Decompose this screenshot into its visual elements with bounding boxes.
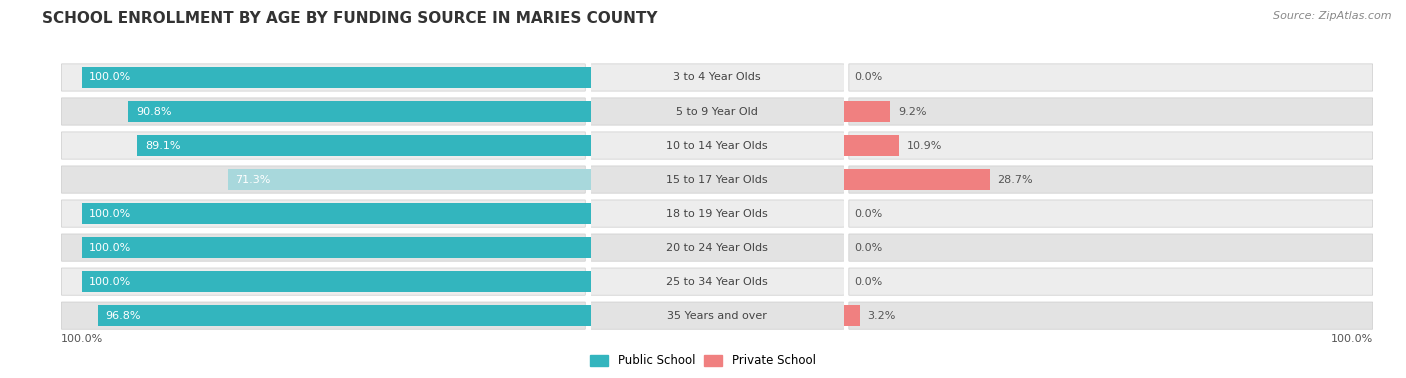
Text: 25 to 34 Year Olds: 25 to 34 Year Olds bbox=[666, 277, 768, 287]
Text: 15 to 17 Year Olds: 15 to 17 Year Olds bbox=[666, 175, 768, 184]
FancyBboxPatch shape bbox=[62, 98, 585, 125]
FancyBboxPatch shape bbox=[62, 166, 585, 193]
Text: 90.8%: 90.8% bbox=[136, 107, 172, 116]
Text: 35 Years and over: 35 Years and over bbox=[666, 311, 768, 321]
Text: 100.0%: 100.0% bbox=[60, 335, 103, 344]
FancyBboxPatch shape bbox=[62, 302, 585, 329]
Bar bbox=[82, 237, 591, 258]
Bar bbox=[844, 135, 898, 156]
Text: 18 to 19 Year Olds: 18 to 19 Year Olds bbox=[666, 209, 768, 218]
FancyBboxPatch shape bbox=[849, 132, 1372, 159]
Bar bbox=[82, 271, 591, 292]
Text: 100.0%: 100.0% bbox=[90, 243, 132, 253]
Text: 10 to 14 Year Olds: 10 to 14 Year Olds bbox=[666, 141, 768, 150]
FancyBboxPatch shape bbox=[849, 166, 1372, 193]
Bar bbox=[82, 203, 591, 224]
Bar bbox=[844, 305, 860, 326]
Text: 3 to 4 Year Olds: 3 to 4 Year Olds bbox=[673, 73, 761, 82]
FancyBboxPatch shape bbox=[588, 98, 846, 125]
FancyBboxPatch shape bbox=[62, 234, 585, 261]
Bar bbox=[128, 101, 591, 122]
FancyBboxPatch shape bbox=[849, 302, 1372, 329]
FancyBboxPatch shape bbox=[62, 64, 585, 91]
Text: 100.0%: 100.0% bbox=[90, 277, 132, 287]
Bar bbox=[844, 101, 890, 122]
Text: 71.3%: 71.3% bbox=[235, 175, 271, 184]
FancyBboxPatch shape bbox=[62, 200, 585, 227]
Text: 100.0%: 100.0% bbox=[90, 73, 132, 82]
Text: 89.1%: 89.1% bbox=[145, 141, 180, 150]
FancyBboxPatch shape bbox=[588, 268, 846, 295]
Text: 5 to 9 Year Old: 5 to 9 Year Old bbox=[676, 107, 758, 116]
Bar bbox=[82, 67, 591, 88]
FancyBboxPatch shape bbox=[588, 166, 846, 193]
FancyBboxPatch shape bbox=[849, 200, 1372, 227]
Text: 9.2%: 9.2% bbox=[898, 107, 927, 116]
Text: 0.0%: 0.0% bbox=[853, 73, 882, 82]
FancyBboxPatch shape bbox=[62, 268, 585, 295]
Text: SCHOOL ENROLLMENT BY AGE BY FUNDING SOURCE IN MARIES COUNTY: SCHOOL ENROLLMENT BY AGE BY FUNDING SOUR… bbox=[42, 11, 658, 26]
FancyBboxPatch shape bbox=[588, 200, 846, 227]
Bar bbox=[98, 305, 591, 326]
FancyBboxPatch shape bbox=[849, 64, 1372, 91]
FancyBboxPatch shape bbox=[588, 302, 846, 329]
Text: 0.0%: 0.0% bbox=[853, 209, 882, 218]
Text: 0.0%: 0.0% bbox=[853, 243, 882, 253]
Legend: Public School, Private School: Public School, Private School bbox=[586, 350, 820, 372]
FancyBboxPatch shape bbox=[62, 132, 585, 159]
Text: Source: ZipAtlas.com: Source: ZipAtlas.com bbox=[1274, 11, 1392, 21]
FancyBboxPatch shape bbox=[849, 234, 1372, 261]
Bar bbox=[138, 135, 591, 156]
Text: 28.7%: 28.7% bbox=[997, 175, 1033, 184]
Text: 100.0%: 100.0% bbox=[1331, 335, 1374, 344]
FancyBboxPatch shape bbox=[588, 132, 846, 159]
Text: 3.2%: 3.2% bbox=[868, 311, 896, 321]
Text: 20 to 24 Year Olds: 20 to 24 Year Olds bbox=[666, 243, 768, 253]
FancyBboxPatch shape bbox=[588, 234, 846, 261]
FancyBboxPatch shape bbox=[849, 268, 1372, 295]
Text: 100.0%: 100.0% bbox=[90, 209, 132, 218]
Text: 96.8%: 96.8% bbox=[105, 311, 141, 321]
FancyBboxPatch shape bbox=[849, 98, 1372, 125]
Text: 10.9%: 10.9% bbox=[907, 141, 942, 150]
FancyBboxPatch shape bbox=[588, 64, 846, 91]
Text: 0.0%: 0.0% bbox=[853, 277, 882, 287]
Bar bbox=[844, 169, 990, 190]
Bar bbox=[228, 169, 591, 190]
